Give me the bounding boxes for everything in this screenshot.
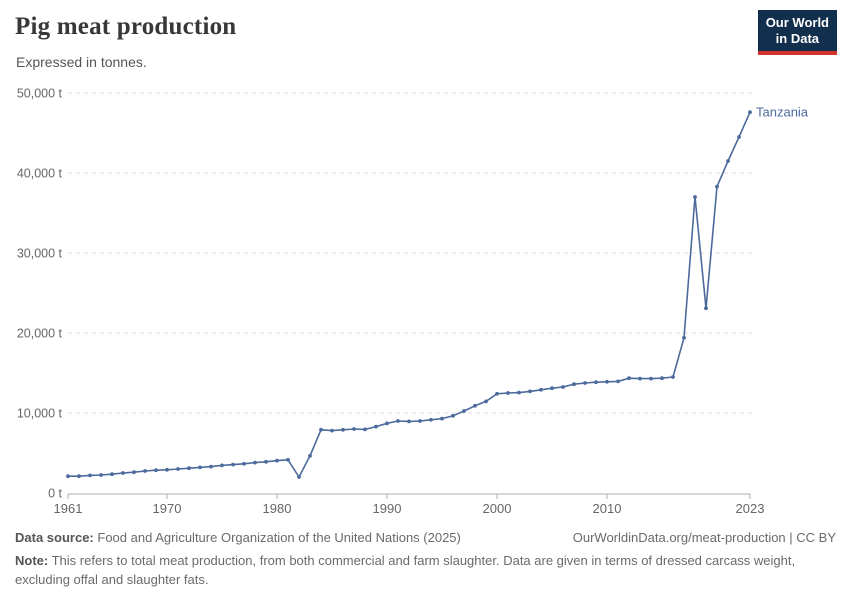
data-point (319, 427, 323, 432)
data-point (231, 462, 235, 467)
data-point (253, 460, 257, 465)
data-point (495, 391, 499, 396)
data-point (154, 468, 158, 473)
data-point (209, 464, 213, 469)
data-point (187, 466, 191, 471)
y-axis-label: 10,000 t (17, 407, 63, 421)
data-point (484, 399, 488, 404)
data-point (352, 427, 356, 431)
y-axis-label: 30,000 t (17, 247, 63, 261)
line-chart[interactable]: 0 t 10,000 t 20,000 t 30,000 t 40,000 t 50,00… (0, 80, 850, 525)
data-point (682, 335, 686, 340)
note-label: Note: (15, 552, 49, 568)
x-axis-label: 2010 (593, 501, 622, 516)
data-point (374, 424, 378, 429)
data-point (660, 376, 664, 381)
data-source: Data source: Food and Agriculture Organi… (15, 529, 461, 548)
data-point (385, 421, 389, 426)
data-point (198, 465, 202, 470)
series-label: Tanzania (756, 105, 809, 120)
data-point (242, 461, 246, 466)
x-axis-label: 1990 (373, 501, 402, 516)
data-point (275, 458, 279, 463)
data-source-text: Food and Agriculture Organization of the… (97, 530, 461, 545)
data-point (451, 413, 455, 418)
data-point (220, 463, 224, 468)
data-point (462, 409, 466, 413)
data-point (165, 467, 169, 472)
data-point (748, 110, 752, 115)
x-axis-label: 2023 (736, 501, 765, 516)
data-point (605, 379, 609, 384)
data-point (176, 467, 180, 471)
y-axis-label: 50,000 t (17, 87, 63, 101)
data-point (110, 472, 114, 477)
data-point (132, 470, 136, 475)
chart-subtitle: Expressed in tonnes. (16, 54, 147, 70)
data-point (407, 419, 411, 424)
owid-url-link[interactable]: OurWorldinData.org/meat-production | CC … (572, 530, 836, 545)
data-point (341, 427, 345, 432)
chart-note: Note: This refers to total meat producti… (15, 552, 815, 590)
data-point (726, 159, 730, 163)
data-point (66, 474, 70, 479)
note-text: This refers to total meat production, fr… (15, 552, 796, 587)
data-point (550, 386, 554, 391)
data-point (704, 306, 708, 311)
data-point (330, 428, 334, 433)
data-point (440, 416, 444, 421)
page-title: Pig meat production (15, 13, 237, 40)
data-point (429, 417, 433, 422)
data-point (517, 390, 521, 395)
data-point (363, 427, 367, 432)
data-point (693, 195, 697, 199)
y-axis-label: 40,000 t (17, 167, 63, 181)
data-point (594, 380, 598, 385)
data-point (539, 387, 543, 392)
data-point (737, 135, 741, 139)
data-point (297, 475, 301, 479)
x-axis-label: 1970 (153, 501, 182, 516)
data-point (649, 376, 653, 381)
owid-logo[interactable]: Our World in Data (757, 10, 837, 55)
data-point (572, 382, 576, 387)
y-axis-label: 0 t (48, 487, 62, 501)
data-point (627, 376, 631, 381)
data-point (671, 375, 675, 379)
data-point (308, 453, 312, 458)
data-point (77, 474, 81, 479)
x-axis-label: 1980 (263, 501, 292, 516)
data-point (561, 385, 565, 389)
data-point (264, 459, 268, 464)
owid-logo-line2: in Data (775, 31, 820, 47)
owid-logo-line1: Our World (765, 15, 829, 30)
data-point (143, 469, 147, 473)
data-point (88, 473, 92, 478)
data-point (715, 184, 719, 189)
data-point (506, 391, 510, 395)
data-point (418, 419, 422, 423)
data-point (638, 376, 642, 381)
chart-area: 0 t 10,000 t 20,000 t 30,000 t 40,000 t 50,00… (0, 80, 850, 525)
data-point (99, 473, 103, 477)
data-source-label: Data source: (15, 530, 94, 545)
data-point (616, 379, 620, 384)
data-point (473, 403, 477, 408)
data-point (286, 457, 290, 462)
x-axis-label: 2000 (483, 501, 512, 516)
x-axis-label: 1961 (54, 501, 83, 516)
data-point (121, 471, 125, 475)
data-point (396, 419, 400, 423)
y-axis-label: 20,000 t (17, 327, 63, 341)
chart-footer: Data source: Food and Agriculture Organi… (15, 529, 836, 590)
data-point (528, 389, 532, 394)
data-point (583, 381, 587, 385)
